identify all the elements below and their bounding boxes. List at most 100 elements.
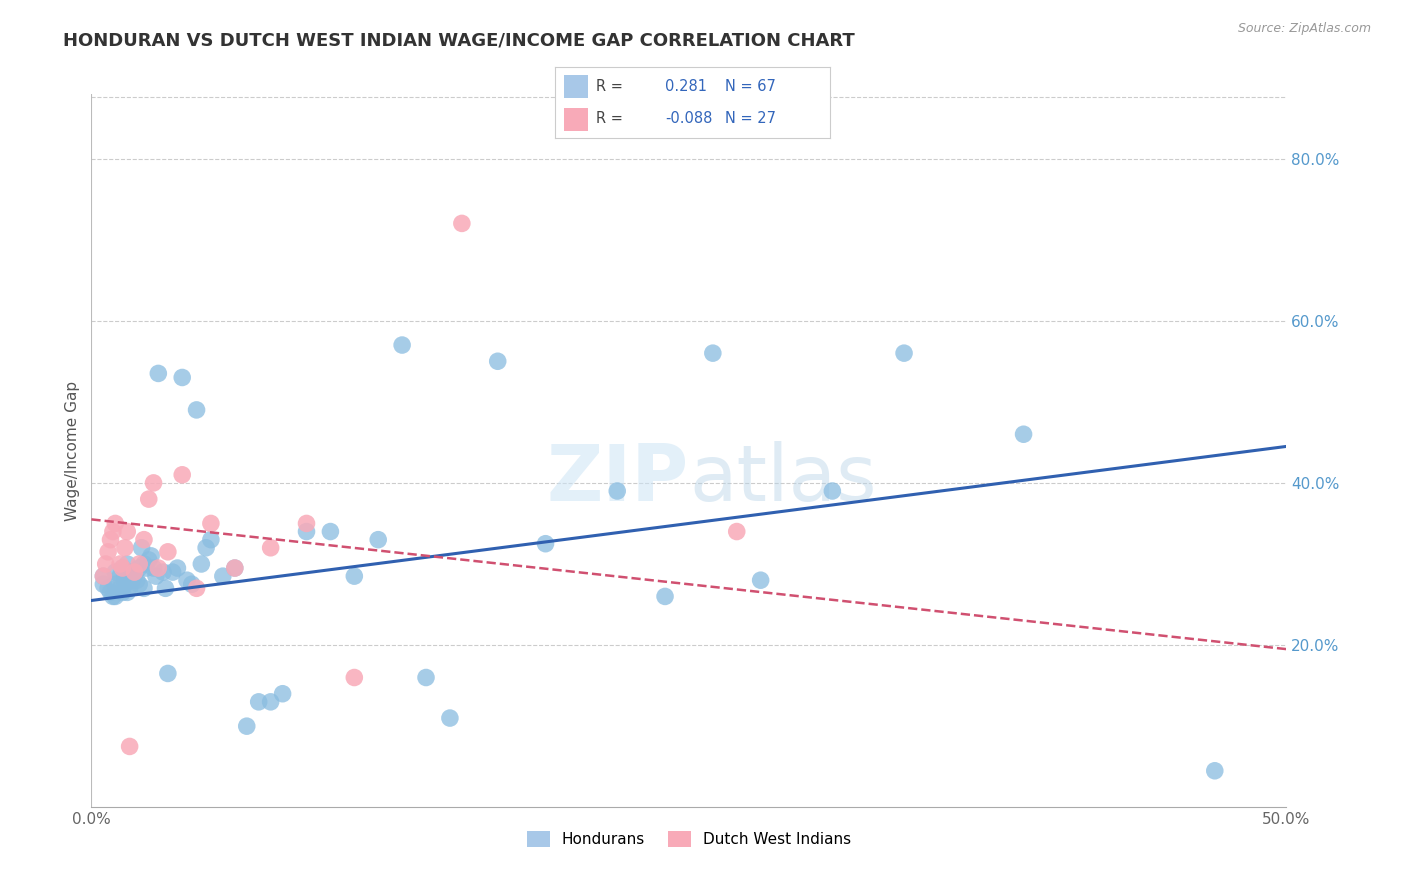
Point [450, 216, 472, 230]
Point [100, 533, 122, 547]
Point [200, 533, 222, 547]
Point [271, 687, 294, 701]
Point [176, 573, 198, 587]
Point [1012, 427, 1035, 442]
FancyBboxPatch shape [564, 75, 588, 98]
Text: atlas: atlas [689, 441, 876, 517]
Text: N = 67: N = 67 [725, 78, 776, 94]
Point [486, 354, 509, 368]
Point [142, 561, 165, 575]
Point [367, 533, 389, 547]
Legend: Hondurans, Dutch West Indians: Hondurans, Dutch West Indians [520, 825, 858, 853]
Point [93, 569, 114, 583]
Point [259, 695, 281, 709]
Point [200, 516, 222, 531]
Point [259, 541, 281, 555]
Point [108, 582, 131, 596]
Point [114, 541, 136, 555]
Point [1204, 764, 1226, 778]
Point [93, 577, 114, 591]
Text: R =: R = [596, 112, 623, 127]
Point [104, 577, 127, 591]
Point [94, 557, 117, 571]
Point [124, 565, 146, 579]
Point [138, 492, 160, 507]
Text: HONDURAN VS DUTCH WEST INDIAN WAGE/INCOME GAP CORRELATION CHART: HONDURAN VS DUTCH WEST INDIAN WAGE/INCOM… [63, 31, 855, 49]
Point [654, 590, 676, 604]
Point [166, 561, 188, 575]
Point [128, 561, 150, 575]
Point [121, 573, 143, 587]
Point [152, 565, 174, 579]
Point [104, 590, 127, 604]
Point [439, 711, 461, 725]
Point [115, 557, 138, 571]
Point [104, 516, 127, 531]
Point [97, 545, 120, 559]
Point [211, 569, 233, 583]
Point [821, 483, 844, 498]
Point [749, 573, 772, 587]
Point [125, 573, 148, 587]
Point [295, 516, 318, 531]
Point [224, 561, 246, 575]
Point [101, 590, 124, 604]
Point [145, 569, 167, 583]
Point [115, 524, 138, 539]
Point [101, 524, 124, 539]
Point [124, 569, 146, 583]
Point [224, 561, 246, 575]
Point [148, 367, 170, 381]
Point [114, 569, 136, 583]
Point [131, 541, 153, 555]
Point [115, 585, 138, 599]
Point [180, 577, 202, 591]
Point [391, 338, 413, 352]
Text: R =: R = [596, 78, 623, 94]
Point [606, 483, 628, 498]
Text: ZIP: ZIP [547, 441, 689, 517]
Point [118, 565, 141, 579]
Point [172, 467, 194, 482]
Point [138, 553, 160, 567]
FancyBboxPatch shape [564, 108, 588, 131]
Point [195, 541, 218, 555]
Point [118, 739, 141, 754]
Point [156, 545, 179, 559]
Point [135, 561, 157, 575]
Point [186, 582, 208, 596]
Point [108, 569, 131, 583]
Point [415, 671, 437, 685]
Point [186, 403, 208, 417]
Point [702, 346, 724, 360]
Point [534, 537, 557, 551]
Point [128, 557, 150, 571]
Point [108, 557, 131, 571]
Point [247, 695, 270, 709]
Text: 0.281: 0.281 [665, 78, 707, 94]
Point [141, 549, 162, 563]
Point [97, 582, 120, 596]
Point [343, 569, 366, 583]
Point [893, 346, 915, 360]
Y-axis label: Wage/Income Gap: Wage/Income Gap [65, 380, 80, 521]
Point [172, 370, 194, 384]
Point [111, 585, 134, 599]
Point [114, 577, 136, 591]
Point [155, 582, 177, 596]
Point [162, 565, 184, 579]
Point [295, 524, 318, 539]
Point [100, 585, 122, 599]
Text: -0.088: -0.088 [665, 112, 713, 127]
Point [190, 557, 212, 571]
Point [725, 524, 748, 539]
Point [132, 557, 155, 571]
Point [142, 475, 165, 490]
Text: Source: ZipAtlas.com: Source: ZipAtlas.com [1237, 22, 1371, 36]
Point [93, 569, 114, 583]
Text: N = 27: N = 27 [725, 112, 776, 127]
Point [118, 582, 141, 596]
Point [148, 561, 170, 575]
Point [343, 671, 366, 685]
Point [104, 565, 127, 579]
